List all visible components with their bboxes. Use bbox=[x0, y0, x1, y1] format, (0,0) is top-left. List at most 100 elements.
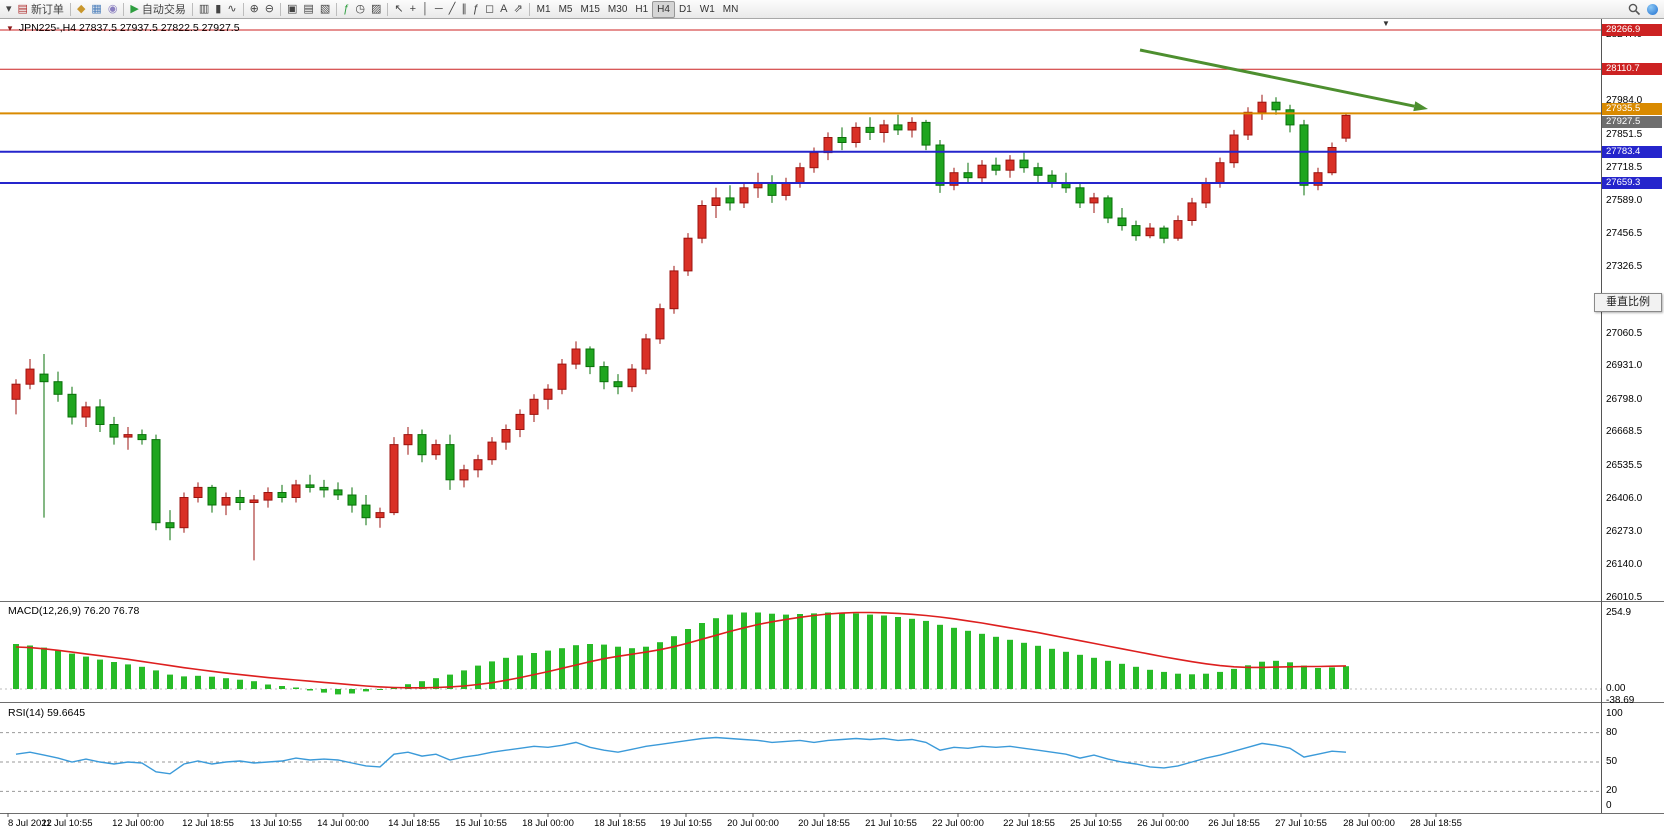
price-axis-label: 27851.5 bbox=[1606, 128, 1643, 140]
price-tag: 28266.9 bbox=[1602, 24, 1662, 36]
timeframe-w1-button[interactable]: W1 bbox=[696, 1, 719, 18]
timeframe-mn-button[interactable]: MN bbox=[719, 1, 743, 18]
toolbar-separator bbox=[528, 2, 530, 16]
line-chart-button[interactable]: ∿ bbox=[224, 1, 239, 18]
price-axis-label: 26535.5 bbox=[1606, 459, 1643, 471]
cursor-tool[interactable]: ↖ bbox=[391, 1, 406, 18]
rsi-scale-label: 0 bbox=[1606, 800, 1612, 811]
candlestick-chart-button-icon: ▮ bbox=[215, 3, 222, 15]
price-axis-label: 27326.5 bbox=[1606, 260, 1643, 272]
price-axis-label: 26273.0 bbox=[1606, 525, 1643, 537]
rsi-scale-label: 100 bbox=[1606, 708, 1623, 719]
navigator-button-icon: ◉ bbox=[107, 3, 118, 15]
timeframe-h1-button-label: H1 bbox=[635, 3, 649, 15]
auto-trading-button-icon: ▶ bbox=[130, 3, 139, 15]
text-tool[interactable]: A bbox=[497, 1, 510, 18]
zoom-out-button-icon: ⊖ bbox=[264, 3, 275, 15]
toolbar-separator bbox=[387, 2, 389, 16]
time-axis-label: 20 Jul 00:00 bbox=[727, 818, 779, 829]
price-axis-label: 26798.0 bbox=[1606, 393, 1643, 405]
time-axis-label: 21 Jul 10:55 bbox=[865, 818, 917, 829]
profiles-button-icon: ▧ bbox=[319, 3, 331, 15]
time-axis-label: 27 Jul 10:55 bbox=[1275, 818, 1327, 829]
market-watch-button[interactable]: ◆ bbox=[74, 1, 88, 18]
chart-window[interactable]: ▼ JPN225-,H4 27837.5 27937.5 27822.5 279… bbox=[0, 19, 1664, 836]
menu-dropdown-icon: ▾ bbox=[6, 3, 12, 15]
profiles-button[interactable]: ▧ bbox=[317, 1, 333, 18]
macd-scale-label: -38.69 bbox=[1606, 694, 1635, 706]
price-tag: 27927.5 bbox=[1602, 116, 1662, 129]
zoom-in-button[interactable]: ⊕ bbox=[247, 1, 262, 18]
price-axis-label: 26406.0 bbox=[1606, 492, 1643, 504]
time-axis-label: 19 Jul 10:55 bbox=[660, 818, 712, 829]
line-chart-button-icon: ∿ bbox=[227, 3, 237, 15]
horizontal-line-tool[interactable]: ─ bbox=[432, 1, 446, 18]
menu-dropdown[interactable]: ▾ bbox=[3, 1, 15, 18]
timeframe-d1-button-label: D1 bbox=[678, 3, 692, 15]
timeframe-h4-button-label: H4 bbox=[657, 3, 670, 15]
new-order-button[interactable]: ▤ 新订单 bbox=[15, 1, 67, 18]
timeframe-m15-button[interactable]: M15 bbox=[576, 1, 603, 18]
time-axis-label: 25 Jul 10:55 bbox=[1070, 818, 1122, 829]
timeframe-d1-button[interactable]: D1 bbox=[675, 1, 696, 18]
timeframe-w1-button-label: W1 bbox=[699, 3, 715, 15]
price-axis-label: 26140.0 bbox=[1606, 559, 1643, 571]
rsi-scale-label: 50 bbox=[1606, 756, 1618, 767]
chart-ohlc: 27837.5 27937.5 27822.5 27927.5 bbox=[78, 22, 240, 34]
chart-symbol-period: JPN225-,H4 bbox=[18, 22, 77, 34]
price-tag: 27659.3 bbox=[1602, 176, 1662, 189]
tile-windows-button[interactable]: ▣ bbox=[284, 1, 300, 18]
periods-button-icon: ◷ bbox=[355, 3, 365, 15]
toolbar-separator bbox=[280, 2, 282, 16]
zoom-out-button[interactable]: ⊖ bbox=[262, 1, 277, 18]
time-axis-label: 26 Jul 00:00 bbox=[1137, 818, 1189, 829]
vertical-scale-tooltip: 垂直比例 bbox=[1594, 293, 1662, 312]
macd-scale-label: 0.00 bbox=[1606, 683, 1626, 694]
arrows-tool[interactable]: ⇗ bbox=[510, 1, 525, 18]
timeframe-mn-button-label: MN bbox=[722, 3, 739, 15]
navigator-button[interactable]: ◉ bbox=[105, 1, 121, 18]
timeframe-m5-button[interactable]: M5 bbox=[555, 1, 577, 18]
timeframe-m1-button[interactable]: M1 bbox=[533, 1, 555, 18]
vertical-line-tool[interactable]: │ bbox=[419, 1, 432, 18]
help-button[interactable] bbox=[1644, 1, 1661, 18]
toolbar: ▾ ▤ 新订单 ◆ ▦ ◉ ▶ 自动交易 ▥ ▮ ∿ ⊕ ⊖ ▣ ▤ ▧ ƒ ◷ ▨ ↖ + │ ─ ╱ ∥ ƒ ◻ A ⇗ M1 M5 M1… bbox=[0, 0, 1664, 19]
timeframe-m15-button-label: M15 bbox=[580, 3, 600, 15]
time-axis-label: 22 Jul 00:00 bbox=[932, 818, 984, 829]
trend-arrow[interactable] bbox=[1139, 48, 1428, 112]
time-axis-label: 11 Jul 10:55 bbox=[41, 818, 93, 829]
indicators-button[interactable]: ƒ bbox=[340, 1, 352, 18]
new-chart-button[interactable]: ▤ bbox=[300, 1, 316, 18]
time-axis-label: 13 Jul 10:55 bbox=[250, 818, 302, 829]
toolbar-separator bbox=[69, 2, 71, 16]
chart-canvas[interactable] bbox=[0, 19, 1664, 836]
time-axis-label: 8 Jul 2022 bbox=[8, 818, 52, 829]
channel-tool[interactable]: ∥ bbox=[458, 1, 470, 18]
data-window-button[interactable]: ▦ bbox=[88, 1, 104, 18]
search-icon bbox=[1628, 3, 1641, 15]
trendline-tool[interactable]: ╱ bbox=[446, 1, 459, 18]
time-axis-label: 14 Jul 00:00 bbox=[317, 818, 369, 829]
fibonacci-tool[interactable]: ƒ bbox=[470, 1, 482, 18]
timeframe-m30-button[interactable]: M30 bbox=[604, 1, 631, 18]
timeframe-h4-button[interactable]: H4 bbox=[652, 0, 675, 18]
candlestick-chart-button[interactable]: ▮ bbox=[212, 1, 224, 18]
periods-button[interactable]: ◷ bbox=[352, 1, 368, 18]
search-button[interactable] bbox=[1625, 1, 1644, 18]
price-tag: 27783.4 bbox=[1602, 145, 1662, 158]
price-axis-label: 26010.5 bbox=[1606, 592, 1643, 604]
templates-button[interactable]: ▨ bbox=[368, 1, 384, 18]
symbol-marker-icon: ▼ bbox=[6, 24, 14, 33]
shapes-tool[interactable]: ◻ bbox=[482, 1, 497, 18]
price-axis-label: 27984.0 bbox=[1606, 95, 1643, 107]
price-axis-label: 27718.5 bbox=[1606, 162, 1643, 174]
time-axis-label: 14 Jul 18:55 bbox=[388, 818, 440, 829]
crosshair-tool[interactable]: + bbox=[407, 1, 419, 18]
help-icon bbox=[1647, 3, 1658, 15]
auto-trading-button[interactable]: ▶ 自动交易 bbox=[127, 1, 188, 18]
shapes-tool-icon: ◻ bbox=[484, 3, 495, 15]
bar-chart-button[interactable]: ▥ bbox=[196, 1, 212, 18]
timeframe-h1-button[interactable]: H1 bbox=[631, 1, 652, 18]
toolbar-separator bbox=[191, 2, 193, 16]
macd-label: MACD(12,26,9) 76.20 76.78 bbox=[8, 605, 140, 617]
